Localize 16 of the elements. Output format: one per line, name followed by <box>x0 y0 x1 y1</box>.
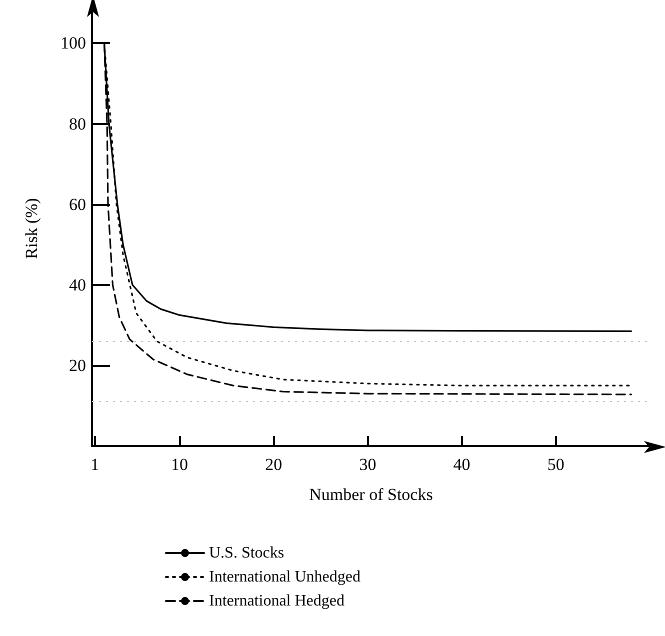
y-tick-label: 40 <box>69 275 86 294</box>
x-tick-label: 30 <box>359 455 376 474</box>
y-tick-label: 60 <box>69 194 86 214</box>
y-tick-label: 80 <box>69 114 86 134</box>
x-tick-label: 20 <box>265 455 282 474</box>
y-axis-title: Risk (%) <box>22 198 41 259</box>
x-tick-label: 10 <box>171 455 188 474</box>
legend-label: International Hedged <box>209 592 344 610</box>
y-tick-label: 20 <box>69 356 86 375</box>
legend-label: U.S. Stocks <box>209 544 284 562</box>
legend-label: International Unhedged <box>209 568 360 586</box>
x-tick-label: 50 <box>547 455 564 474</box>
x-axis-title: Number of Stocks <box>309 485 433 504</box>
x-tick-label: 40 <box>453 455 470 474</box>
y-tick-label: 100 <box>60 34 86 53</box>
x-tick-label: 1 <box>90 455 100 474</box>
